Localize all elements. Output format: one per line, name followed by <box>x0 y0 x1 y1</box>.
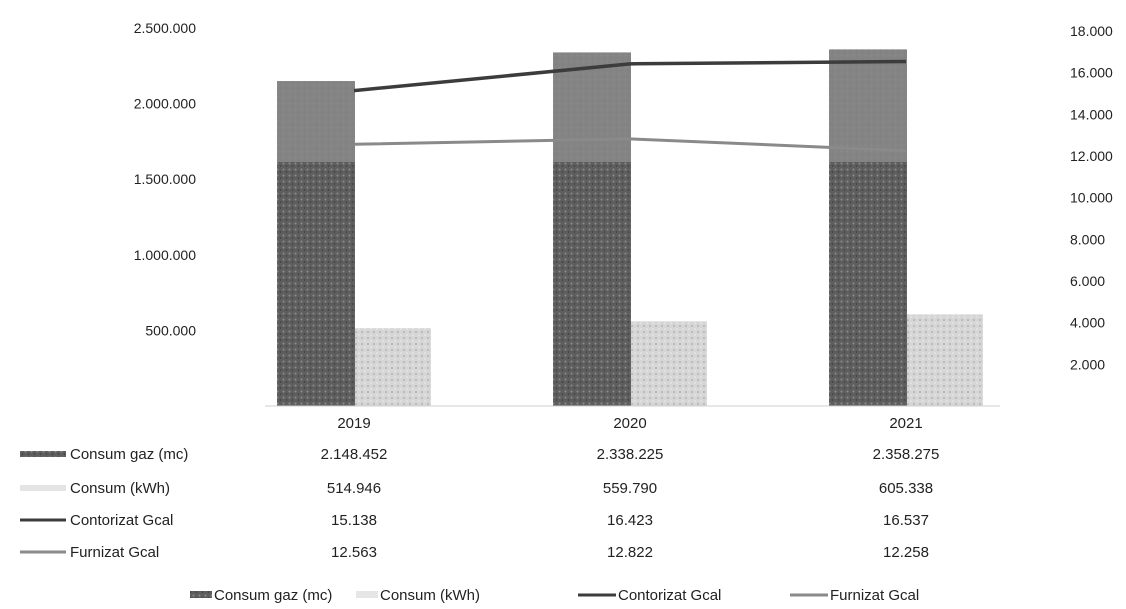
table-row-label: Consum (kWh) <box>70 480 170 497</box>
table-cell: 2.148.452 <box>321 446 388 463</box>
table-cell: 16.423 <box>607 512 653 529</box>
table-key-consum-gaz <box>20 451 66 457</box>
legend-key-consum-gaz <box>190 591 212 598</box>
left-tick-label: 500.000 <box>145 322 196 338</box>
left-tick-label: 2.500.000 <box>134 20 196 36</box>
category-labels: 2019 2020 2021 <box>337 415 922 432</box>
legend-label: Consum gaz (mc) <box>214 587 332 604</box>
left-axis-ticks: 500.000 1.000.000 1.500.000 2.000.000 2.500.… <box>134 20 197 338</box>
right-tick-label: 8.000 <box>1070 231 1105 247</box>
left-tick-label: 1.000.000 <box>134 247 196 263</box>
line-contorizat-gcal <box>353 59 907 93</box>
bars <box>265 49 1000 407</box>
left-tick-label: 2.000.000 <box>134 96 196 112</box>
table-cell: 514.946 <box>327 480 381 497</box>
right-tick-label: 12.000 <box>1070 148 1113 164</box>
legend-key-consum-kwh <box>356 591 378 598</box>
lines <box>353 59 907 153</box>
table-cell: 15.138 <box>331 512 377 529</box>
right-axis-ticks: 2.000 4.000 6.000 8.000 10.000 12.000 14.000 16… <box>1070 23 1113 372</box>
right-tick-label: 4.000 <box>1070 315 1105 331</box>
table-row-label: Furnizat Gcal <box>70 544 159 561</box>
table-cell: 16.537 <box>883 512 929 529</box>
data-table: Consum gaz (mc) 2.148.452 2.338.225 2.358.2… <box>20 446 939 561</box>
legend-label: Consum (kWh) <box>380 587 480 604</box>
bar-consum-gaz-top <box>829 49 907 163</box>
right-tick-label: 10.000 <box>1070 190 1113 206</box>
table-key-consum-kwh <box>20 485 66 491</box>
table-cell: 12.563 <box>331 544 377 561</box>
table-cell: 559.790 <box>603 480 657 497</box>
bar-consum-gaz-top <box>277 81 355 162</box>
right-tick-label: 6.000 <box>1070 273 1105 289</box>
left-tick-label: 1.500.000 <box>134 171 196 187</box>
bar-consum-kwh <box>907 314 983 406</box>
table-row-label: Consum gaz (mc) <box>70 446 188 463</box>
bar-consum-kwh <box>355 328 431 406</box>
table-row-label: Contorizat Gcal <box>70 512 173 529</box>
right-tick-label: 16.000 <box>1070 65 1113 81</box>
table-cell: 2.338.225 <box>597 446 664 463</box>
table-cell: 605.338 <box>879 480 933 497</box>
category-label: 2020 <box>613 415 646 432</box>
table-cell: 12.258 <box>883 544 929 561</box>
table-cell: 12.822 <box>607 544 653 561</box>
category-label: 2021 <box>889 415 922 432</box>
bar-consum-kwh <box>631 321 707 406</box>
line-furnizat-gcal <box>353 137 907 153</box>
table-cell: 2.358.275 <box>873 446 940 463</box>
legend-label: Furnizat Gcal <box>830 587 919 604</box>
legend-label: Contorizat Gcal <box>618 587 721 604</box>
category-label: 2019 <box>337 415 370 432</box>
right-tick-label: 2.000 <box>1070 356 1105 372</box>
right-tick-label: 18.000 <box>1070 23 1113 39</box>
legend: Consum gaz (mc) Consum (kWh) Contorizat Gc… <box>190 587 919 604</box>
right-tick-label: 14.000 <box>1070 106 1113 122</box>
